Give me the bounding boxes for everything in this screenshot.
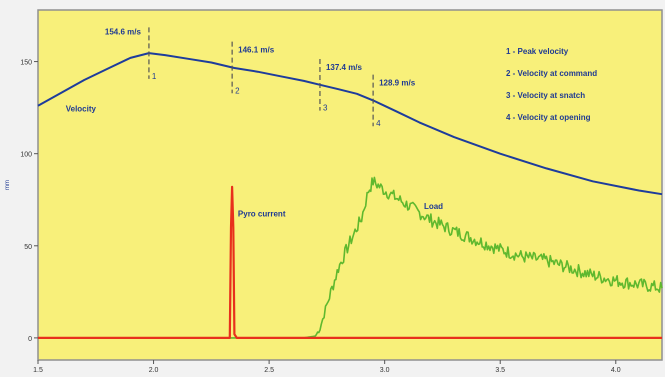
marker-3-value-label: 137.4 m/s	[326, 63, 363, 72]
marker-3-number: 3	[323, 104, 328, 113]
plot-area	[37, 9, 663, 361]
y-tick-label: 0	[28, 336, 32, 343]
legend-entry: 1 - Peak velocity	[506, 47, 569, 56]
marker-2-value-label: 146.1 m/s	[238, 46, 275, 55]
marker-4-value-label: 128.9 m/s	[379, 79, 416, 88]
pyro-current-series-label: Pyro current	[238, 209, 286, 218]
marker-1-number: 1	[152, 72, 157, 81]
marker-1-value-label: 154.6 m/s	[105, 28, 142, 37]
pyro-current-series-line	[38, 185, 662, 339]
legend-entry: 3 - Velocity at snatch	[506, 91, 585, 100]
x-tick-label: 2.0	[149, 367, 159, 374]
y-tick-label: 100	[20, 152, 32, 159]
legend-entry: 4 - Velocity at opening	[506, 113, 591, 122]
y-tick-label: 150	[20, 60, 32, 67]
y-axis-label: mm	[5, 180, 11, 190]
x-tick-label: 2.5	[264, 367, 274, 374]
velocity-series-line	[37, 52, 663, 196]
x-tick-label: 3.5	[495, 367, 505, 374]
load-series-label: Load	[424, 202, 443, 211]
velocity-series-label: Velocity	[66, 104, 97, 113]
y-tick-label: 50	[24, 244, 32, 251]
legend-entry: 2 - Velocity at command	[506, 69, 597, 78]
x-tick-label: 1.5	[33, 367, 43, 374]
marker-4-number: 4	[376, 119, 381, 128]
x-tick-label: 3.0	[380, 367, 390, 374]
x-tick-label: 4.0	[611, 367, 621, 374]
marker-2-number: 2	[235, 86, 240, 95]
